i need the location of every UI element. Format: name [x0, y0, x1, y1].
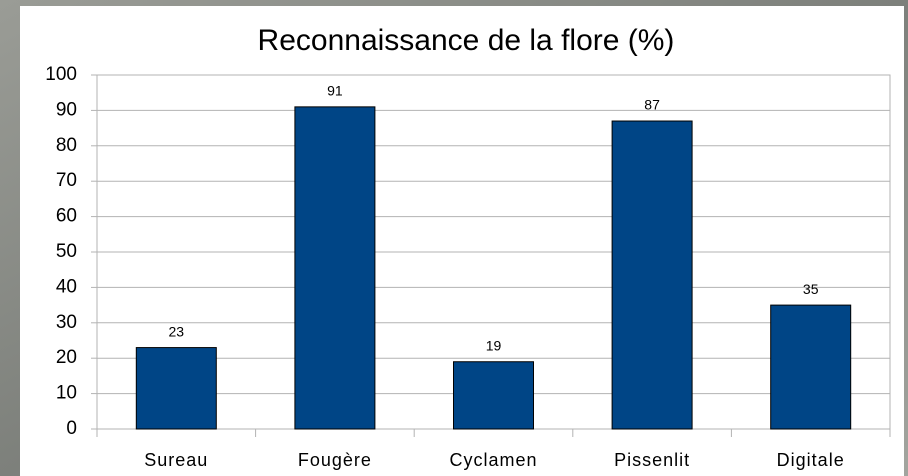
y-tick-label: 100: [45, 64, 77, 85]
x-tick-label: Digitale: [777, 450, 845, 470]
y-tick-label: 10: [56, 383, 77, 404]
y-tick-label: 50: [56, 241, 77, 262]
bar: [294, 106, 376, 430]
data-label: 23: [169, 323, 185, 339]
y-tick-label: 70: [56, 170, 77, 191]
data-label: 91: [327, 83, 343, 99]
x-tick-label: Pissenlit: [614, 450, 690, 470]
x-tick-label: Fougère: [298, 450, 372, 470]
bar: [770, 304, 852, 430]
y-tick-label: 60: [56, 206, 77, 227]
data-label: 87: [644, 97, 660, 113]
y-tick-label: 80: [56, 135, 77, 156]
y-tick-label: 20: [56, 347, 77, 368]
bar: [453, 361, 534, 430]
y-tick-label: 30: [56, 312, 77, 333]
y-tick-label: 0: [66, 418, 77, 439]
chart-title: Reconnaissance de la flore (%): [258, 24, 675, 57]
x-tick-label: Cyclamen: [449, 450, 537, 470]
y-tick-label: 90: [56, 99, 77, 120]
y-tick-label: 40: [56, 276, 77, 297]
bar: [611, 120, 693, 430]
data-label: 19: [486, 337, 502, 353]
data-label: 35: [803, 281, 819, 297]
x-tick-label: Sureau: [144, 450, 208, 470]
bar: [135, 347, 217, 430]
